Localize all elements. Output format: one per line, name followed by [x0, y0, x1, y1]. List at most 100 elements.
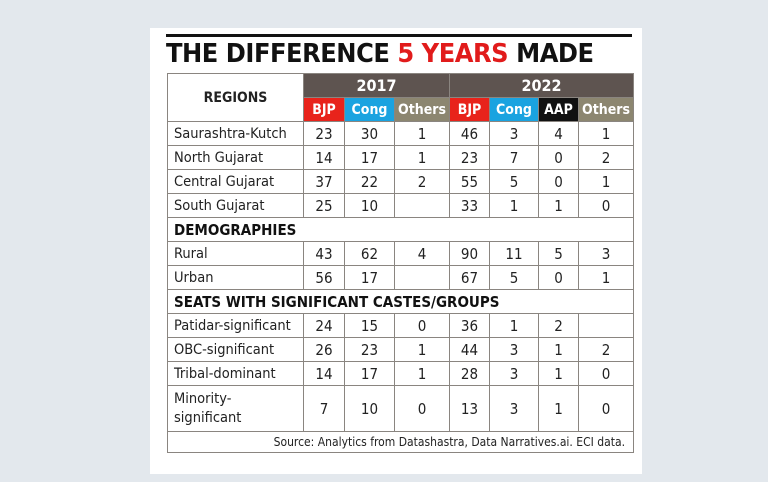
value-cell: 0	[578, 193, 634, 218]
party-header-aap-2022: AAP	[538, 97, 579, 122]
value-cell: 23	[449, 145, 490, 170]
value-cell: 1	[578, 121, 634, 146]
value-cell	[394, 193, 450, 218]
row-label: Minority-significant	[167, 385, 304, 432]
value-cell: 1	[578, 169, 634, 194]
value-cell: 30	[344, 121, 395, 146]
value-cell: 23	[344, 337, 395, 362]
table-row: Patidar-significant 24 15 0 36 1 2	[167, 313, 634, 338]
party-header-others-2022: Others	[578, 97, 634, 122]
value-cell: 46	[449, 121, 490, 146]
value-cell: 14	[303, 145, 345, 170]
value-cell: 1	[578, 265, 634, 290]
year-header-2022: 2022	[449, 73, 634, 98]
row-label: OBC-significant	[167, 337, 304, 362]
value-cell: 11	[489, 241, 539, 266]
value-cell: 43	[303, 241, 345, 266]
value-cell: 1	[538, 385, 579, 432]
title-part1: THE DIFFERENCE	[166, 39, 398, 69]
source-note: Source: Analytics from Datashastra, Data…	[167, 431, 634, 453]
value-cell: 62	[344, 241, 395, 266]
table-row: OBC-significant 26 23 1 44 3 1 2	[167, 337, 634, 362]
value-cell: 0	[394, 313, 450, 338]
table-row: Tribal-dominant 14 17 1 28 3 1 0	[167, 361, 634, 386]
party-header-bjp-2017: BJP	[303, 97, 345, 122]
party-header-cong-2017: Cong	[344, 97, 395, 122]
value-cell: 3	[489, 361, 539, 386]
value-cell: 67	[449, 265, 490, 290]
value-cell: 5	[489, 169, 539, 194]
value-cell: 17	[344, 145, 395, 170]
row-label: South Gujarat	[167, 193, 304, 218]
value-cell: 10	[344, 193, 395, 218]
value-cell: 17	[344, 265, 395, 290]
results-table: REGIONS 2017 2022 BJP Cong Others BJP Cong AAP Ot…	[167, 73, 634, 453]
value-cell: 0	[394, 385, 450, 432]
row-label: Tribal-dominant	[167, 361, 304, 386]
value-cell: 1	[489, 313, 539, 338]
value-cell: 0	[578, 361, 634, 386]
value-cell: 4	[394, 241, 450, 266]
table-row: Central Gujarat 37 22 2 55 5 0 1	[167, 169, 634, 194]
section-heading: SEATS WITH SIGNIFICANT CASTES/GROUPS	[167, 289, 634, 314]
table-row: Rural 43 62 4 90 11 5 3	[167, 241, 634, 266]
value-cell	[578, 313, 634, 338]
value-cell: 28	[449, 361, 490, 386]
infographic-card: THE DIFFERENCE 5 YEARS MADE REGIONS 2017 2…	[150, 28, 642, 474]
infographic-title: THE DIFFERENCE 5 YEARS MADE	[166, 39, 594, 69]
source-row: Source: Analytics from Datashastra, Data…	[167, 431, 634, 453]
value-cell: 2	[578, 337, 634, 362]
value-cell: 1	[394, 121, 450, 146]
value-cell: 3	[489, 121, 539, 146]
row-label: Saurashtra-Kutch	[167, 121, 304, 146]
row-label: Urban	[167, 265, 304, 290]
value-cell: 24	[303, 313, 345, 338]
value-cell	[394, 265, 450, 290]
value-cell: 44	[449, 337, 490, 362]
value-cell: 1	[538, 361, 579, 386]
row-label: North Gujarat	[167, 145, 304, 170]
table-row: North Gujarat 14 17 1 23 7 0 2	[167, 145, 634, 170]
party-header-others-2017: Others	[394, 97, 450, 122]
value-cell: 0	[538, 169, 579, 194]
value-cell: 0	[578, 385, 634, 432]
row-label: Patidar-significant	[167, 313, 304, 338]
row-label: Central Gujarat	[167, 169, 304, 194]
value-cell: 55	[449, 169, 490, 194]
value-cell: 90	[449, 241, 490, 266]
row-label: Rural	[167, 241, 304, 266]
value-cell: 7	[489, 145, 539, 170]
value-cell: 0	[538, 145, 579, 170]
value-cell: 5	[538, 241, 579, 266]
value-cell: 10	[344, 385, 395, 432]
value-cell: 56	[303, 265, 345, 290]
regions-header: REGIONS	[167, 73, 304, 122]
section-heading-row: SEATS WITH SIGNIFICANT CASTES/GROUPS	[167, 289, 634, 314]
value-cell: 17	[344, 361, 395, 386]
party-header-row: BJP Cong Others BJP Cong AAP Others	[168, 97, 634, 122]
year-header-2017: 2017	[303, 73, 450, 98]
title-highlight: 5 YEARS	[397, 39, 509, 69]
value-cell: 2	[538, 313, 579, 338]
value-cell: 26	[303, 337, 345, 362]
value-cell: 2	[578, 145, 634, 170]
section-heading-row: DEMOGRAPHIES	[167, 217, 634, 242]
value-cell: 3	[489, 337, 539, 362]
year-header-row: REGIONS 2017 2022	[167, 73, 634, 122]
value-cell: 25	[303, 193, 345, 218]
value-cell: 1	[489, 193, 539, 218]
value-cell: 1	[394, 145, 450, 170]
table-row: Saurashtra-Kutch 23 30 1 46 3 4 1	[167, 121, 634, 146]
top-rule	[166, 34, 632, 37]
value-cell: 2	[394, 169, 450, 194]
value-cell: 37	[303, 169, 345, 194]
table-row: Urban 56 17 67 5 0 1	[167, 265, 634, 290]
value-cell: 1	[394, 361, 450, 386]
value-cell: 1	[538, 193, 579, 218]
value-cell: 0	[538, 265, 579, 290]
value-cell: 23	[303, 121, 345, 146]
value-cell: 4	[538, 121, 579, 146]
table-row: South Gujarat 25 10 33 1 1 0	[167, 193, 634, 218]
value-cell: 3	[489, 385, 539, 432]
section-heading: DEMOGRAPHIES	[167, 217, 634, 242]
